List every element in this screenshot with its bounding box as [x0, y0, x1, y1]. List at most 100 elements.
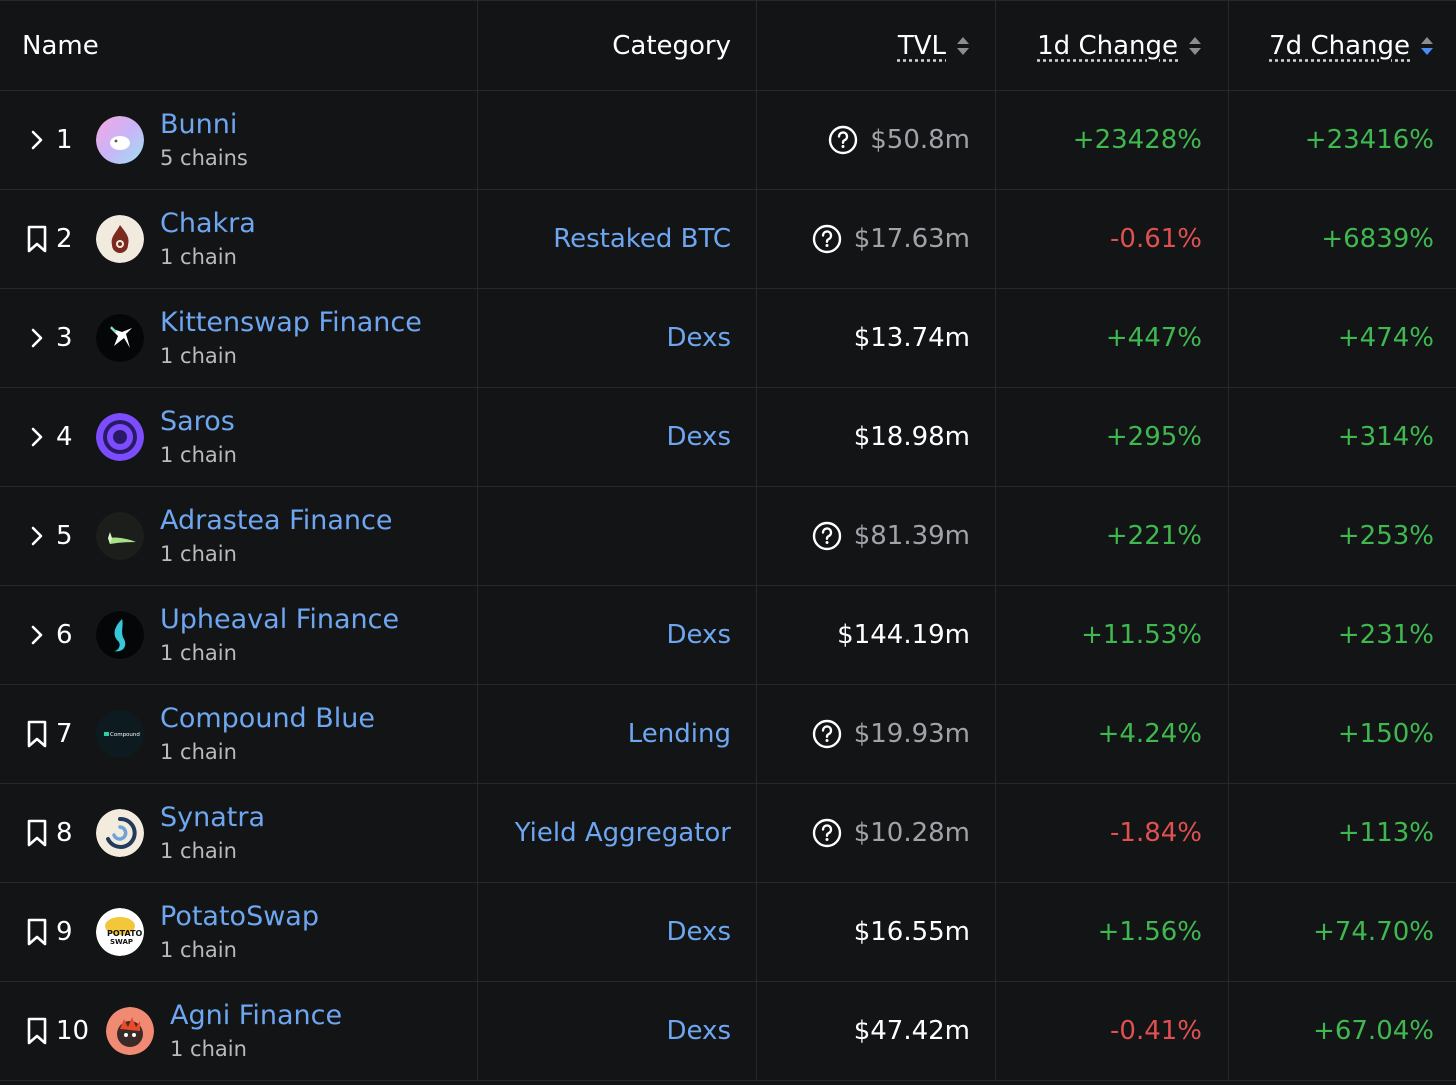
category-link[interactable]: Dexs [666, 620, 732, 650]
tvl-value: $50.8m [870, 125, 970, 155]
bookmark-icon[interactable] [22, 1017, 52, 1045]
name-block: Synatra 1 chain [160, 801, 265, 865]
category-link[interactable]: Yield Aggregator [514, 818, 731, 848]
change-1d-value: +11.53% [1081, 620, 1202, 650]
category-link[interactable]: Dexs [666, 1016, 732, 1046]
category-cell: Dexs [478, 388, 757, 486]
name-cell: 1 Bunni 5 chains [0, 91, 478, 189]
saros-logo [96, 413, 144, 461]
rank: 7 [56, 719, 73, 749]
tvl-cell: $144.19m [757, 586, 996, 684]
tvl-value-wrap: $81.39m [812, 521, 970, 551]
tvl-value-wrap: $13.74m [854, 323, 970, 353]
name-block: Upheaval Finance 1 chain [160, 603, 399, 667]
project-name-link[interactable]: Chakra [160, 208, 256, 239]
change-1d-cell: +4.24% [996, 685, 1229, 783]
category-link[interactable]: Restaked BTC [553, 224, 731, 254]
name-block: Saros 1 chain [160, 405, 237, 469]
category-cell [478, 487, 757, 585]
project-name-link[interactable]: Bunni [160, 109, 238, 140]
table-row: 7 Compound Compound Blue 1 chain Lending… [0, 685, 1456, 784]
bookmark-icon[interactable] [22, 918, 52, 946]
sort-desc-icon[interactable] [1420, 35, 1434, 57]
bookmark-icon[interactable] [22, 225, 52, 253]
chevron-right-icon[interactable] [22, 426, 52, 448]
tvl-value-wrap: $16.55m [854, 917, 970, 947]
name-block: Kittenswap Finance 1 chain [160, 306, 422, 370]
project-name-link[interactable]: Saros [160, 406, 235, 437]
change-7d-cell: +231% [1229, 586, 1456, 684]
question-circle-icon[interactable] [828, 125, 858, 155]
bookmark-icon[interactable] [22, 819, 52, 847]
chains-count: 1 chain [160, 542, 237, 566]
change-7d-value: +150% [1337, 719, 1434, 749]
header-name-label: Name [22, 30, 99, 61]
kittenswap-logo [96, 314, 144, 362]
header-name[interactable]: Name [0, 1, 478, 90]
name-cell: 2 Chakra 1 chain [0, 190, 478, 288]
sort-icon[interactable] [1188, 35, 1202, 57]
project-name-link[interactable]: PotatoSwap [160, 901, 319, 932]
category-cell: Dexs [478, 289, 757, 387]
tvl-value-wrap: $19.93m [812, 719, 970, 749]
project-name-link[interactable]: Upheaval Finance [160, 604, 400, 635]
name-cell: 10 Agni Finance 1 chain [0, 982, 478, 1080]
chevron-right-icon[interactable] [22, 327, 52, 349]
project-name-link[interactable]: Synatra [160, 802, 266, 833]
project-name-link[interactable]: Compound Blue [160, 703, 376, 734]
name-block: Compound Blue 1 chain [160, 702, 375, 766]
header-1d-label: 1d Change [1037, 30, 1178, 61]
svg-text:Compound: Compound [110, 732, 140, 738]
header-1d-change[interactable]: 1d Change [996, 1, 1229, 90]
category-link[interactable]: Dexs [666, 323, 732, 353]
category-link[interactable]: Lending [627, 719, 731, 749]
rank: 9 [56, 917, 73, 947]
synatra-logo [96, 809, 144, 857]
header-tvl[interactable]: TVL [757, 1, 996, 90]
header-category[interactable]: Category [478, 1, 757, 90]
question-circle-icon[interactable] [812, 818, 842, 848]
category-link[interactable]: Dexs [666, 917, 732, 947]
tvl-value: $16.55m [853, 917, 970, 947]
name-block: Bunni 5 chains [160, 108, 248, 172]
question-circle-icon[interactable] [812, 521, 842, 551]
tvl-value-wrap: $10.28m [812, 818, 970, 848]
question-circle-icon[interactable] [812, 224, 842, 254]
project-name-link[interactable]: Adrastea Finance [160, 505, 393, 536]
change-1d-cell: +1.56% [996, 883, 1229, 981]
change-7d-cell: +150% [1229, 685, 1456, 783]
change-7d-value: +6839% [1321, 224, 1434, 254]
category-link[interactable]: Dexs [666, 422, 732, 452]
header-7d-change[interactable]: 7d Change [1229, 1, 1456, 90]
tvl-cell: $50.8m [757, 91, 996, 189]
tvl-value: $13.74m [853, 323, 970, 353]
tvl-cell: $10.28m [757, 784, 996, 882]
tvl-cell: $18.98m [757, 388, 996, 486]
change-1d-value: -0.61% [1110, 224, 1202, 254]
tvl-value-wrap: $18.98m [854, 422, 970, 452]
chevron-right-icon[interactable] [22, 624, 52, 646]
rank: 3 [56, 323, 73, 353]
project-name-link[interactable]: Agni Finance [170, 1000, 343, 1031]
bookmark-icon[interactable] [22, 720, 52, 748]
chains-count: 1 chain [160, 839, 237, 863]
question-circle-icon[interactable] [812, 719, 842, 749]
change-7d-cell: +23416% [1229, 91, 1456, 189]
name-cell: 8 Synatra 1 chain [0, 784, 478, 882]
sort-icon[interactable] [956, 35, 970, 57]
tvl-value: $81.39m [853, 521, 970, 551]
tvl-value-wrap: $17.63m [812, 224, 970, 254]
chains-count: 1 chain [160, 641, 237, 665]
chevron-right-icon[interactable] [22, 525, 52, 547]
chevron-right-icon[interactable] [22, 129, 52, 151]
chakra-logo [96, 215, 144, 263]
chains-count: 1 chain [160, 245, 237, 269]
chains-count: 1 chain [160, 938, 237, 962]
rank: 8 [56, 818, 73, 848]
change-7d-value: +67.04% [1313, 1016, 1434, 1046]
change-7d-value: +314% [1337, 422, 1434, 452]
project-name-link[interactable]: Kittenswap Finance [160, 307, 422, 338]
tvl-cell: $17.63m [757, 190, 996, 288]
change-7d-value: +74.70% [1313, 917, 1434, 947]
header-7d-label: 7d Change [1269, 30, 1410, 61]
